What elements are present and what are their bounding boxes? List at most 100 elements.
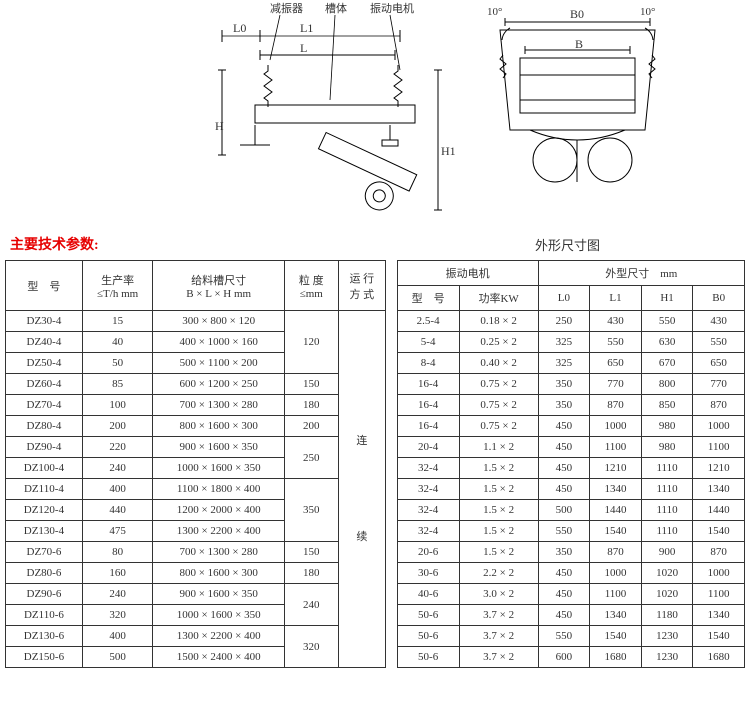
cell-model: DZ120-4 (6, 500, 83, 521)
cell-feed: 1300 × 2200 × 400 (153, 626, 285, 647)
cell-l0: 450 (538, 479, 590, 500)
cell-model: DZ70-6 (6, 542, 83, 563)
th-vibmotor: 振动电机 (397, 261, 538, 286)
cell-vibpower: 0.75 × 2 (459, 374, 538, 395)
cell-feed: 600 × 1200 × 250 (153, 374, 285, 395)
cell-capacity: 440 (82, 500, 153, 521)
cell-vibpower: 1.5 × 2 (459, 521, 538, 542)
cell-feed: 1200 × 2000 × 400 (153, 500, 285, 521)
cell-particle: 150 (284, 542, 338, 563)
cell-vibmodel: 20-6 (397, 542, 459, 563)
cell-h1: 850 (641, 395, 693, 416)
cell-model: DZ60-4 (6, 374, 83, 395)
cell-l0: 350 (538, 542, 590, 563)
cell-capacity: 240 (82, 458, 153, 479)
cell-vibpower: 1.5 × 2 (459, 458, 538, 479)
cell-model: DZ110-4 (6, 479, 83, 500)
cell-h1: 1110 (641, 458, 693, 479)
cell-h1: 1020 (641, 563, 693, 584)
svg-text:10°: 10° (487, 6, 502, 18)
cell-l1: 430 (590, 311, 642, 332)
cell-vibmodel: 2.5-4 (397, 311, 459, 332)
cell-l1: 1000 (590, 563, 642, 584)
cell-l1: 1440 (590, 500, 642, 521)
cell-b0: 1100 (693, 437, 745, 458)
cell-model: DZ90-6 (6, 584, 83, 605)
cell-feed: 500 × 1100 × 200 (153, 353, 285, 374)
cell-vibpower: 0.18 × 2 (459, 311, 538, 332)
cell-capacity: 40 (82, 332, 153, 353)
cell-l1: 870 (590, 395, 642, 416)
cell-l0: 450 (538, 605, 590, 626)
cell-vibmodel: 16-4 (397, 395, 459, 416)
cell-l1: 770 (590, 374, 642, 395)
table-row: DZ30-415300 × 800 × 120120连 续2.5-40.18 ×… (6, 311, 745, 332)
cell-b0: 650 (693, 353, 745, 374)
cell-l0: 450 (538, 584, 590, 605)
cell-b0: 430 (693, 311, 745, 332)
cell-capacity: 240 (82, 584, 153, 605)
cell-feed: 1300 × 2200 × 400 (153, 521, 285, 542)
cell-b0: 770 (693, 374, 745, 395)
cell-feed: 1000 × 1600 × 350 (153, 458, 285, 479)
cell-l0: 550 (538, 521, 590, 542)
cell-vibpower: 3.0 × 2 (459, 584, 538, 605)
cell-vibpower: 0.25 × 2 (459, 332, 538, 353)
cell-h1: 550 (641, 311, 693, 332)
th-l0: L0 (538, 286, 590, 311)
cell-vibmodel: 16-4 (397, 374, 459, 395)
cell-l0: 450 (538, 458, 590, 479)
cell-b0: 870 (693, 542, 745, 563)
cell-capacity: 160 (82, 563, 153, 584)
cell-feed: 1100 × 1800 × 400 (153, 479, 285, 500)
cell-vibmodel: 16-4 (397, 416, 459, 437)
cell-l0: 350 (538, 395, 590, 416)
cell-h1: 1020 (641, 584, 693, 605)
cell-l0: 500 (538, 500, 590, 521)
cell-l0: 450 (538, 437, 590, 458)
cell-capacity: 85 (82, 374, 153, 395)
cell-particle: 120 (284, 311, 338, 374)
cell-vibmodel: 32-4 (397, 500, 459, 521)
svg-text:L: L (300, 41, 307, 55)
svg-text:L1: L1 (300, 21, 313, 35)
cell-capacity: 220 (82, 437, 153, 458)
cell-model: DZ130-6 (6, 626, 83, 647)
cell-vibmodel: 32-4 (397, 479, 459, 500)
cell-b0: 1210 (693, 458, 745, 479)
cell-l0: 350 (538, 374, 590, 395)
cell-vibpower: 0.75 × 2 (459, 395, 538, 416)
th-model: 型 号 (6, 261, 83, 311)
cell-l0: 450 (538, 416, 590, 437)
cell-vibmodel: 30-6 (397, 563, 459, 584)
cell-mode: 连 续 (338, 311, 385, 668)
cell-b0: 1540 (693, 521, 745, 542)
cell-l0: 325 (538, 353, 590, 374)
th-l1: L1 (590, 286, 642, 311)
cell-capacity: 475 (82, 521, 153, 542)
cell-vibmodel: 32-4 (397, 521, 459, 542)
th-b0: B0 (693, 286, 745, 311)
cell-capacity: 80 (82, 542, 153, 563)
cell-l1: 1540 (590, 626, 642, 647)
cell-l1: 870 (590, 542, 642, 563)
cell-l1: 1000 (590, 416, 642, 437)
svg-text:B: B (575, 37, 583, 51)
cell-model: DZ90-4 (6, 437, 83, 458)
cell-feed: 700 × 1300 × 280 (153, 542, 285, 563)
cell-h1: 1230 (641, 647, 693, 668)
svg-text:H: H (215, 119, 224, 133)
cell-model: DZ40-4 (6, 332, 83, 353)
cell-feed: 900 × 1600 × 350 (153, 437, 285, 458)
cell-l0: 600 (538, 647, 590, 668)
cell-model: DZ130-4 (6, 521, 83, 542)
cell-l1: 1210 (590, 458, 642, 479)
cell-l1: 1340 (590, 605, 642, 626)
cell-vibpower: 0.40 × 2 (459, 353, 538, 374)
cell-capacity: 500 (82, 647, 153, 668)
cell-model: DZ30-4 (6, 311, 83, 332)
cell-b0: 550 (693, 332, 745, 353)
th-particle: 粒 度 ≤mm (284, 261, 338, 311)
cell-b0: 1680 (693, 647, 745, 668)
cell-capacity: 400 (82, 626, 153, 647)
